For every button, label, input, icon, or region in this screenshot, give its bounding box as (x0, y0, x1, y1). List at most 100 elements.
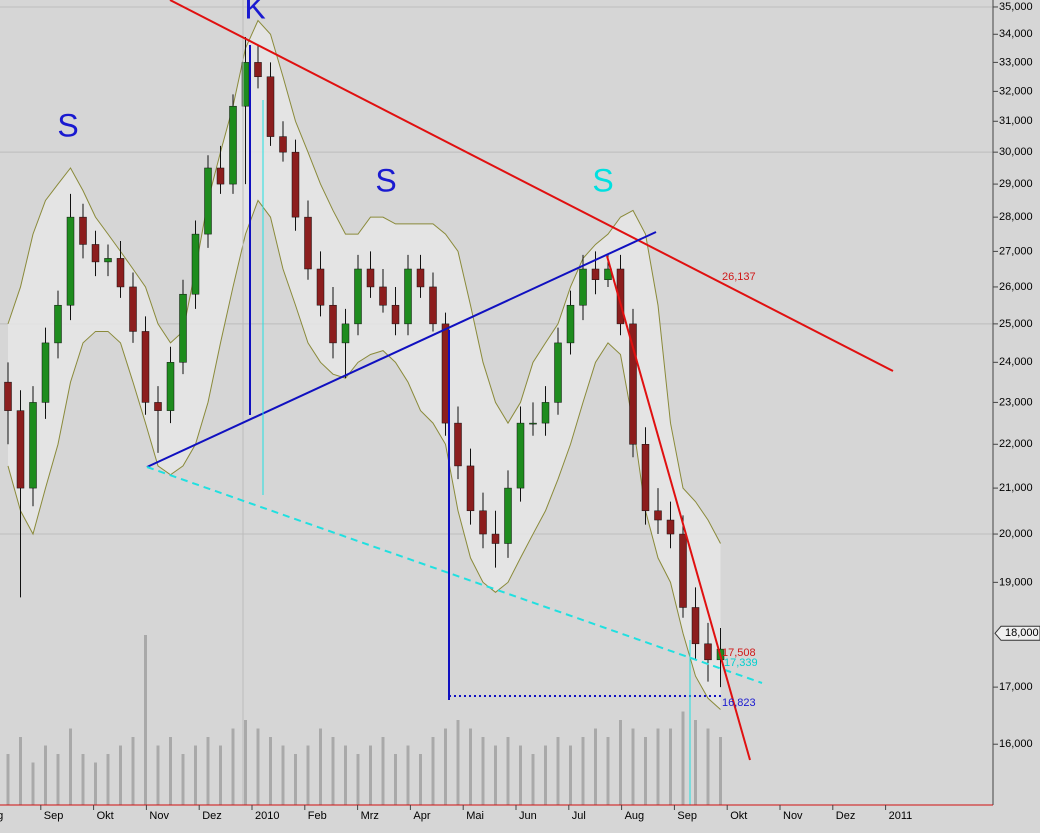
volume-bar (69, 728, 72, 805)
x-tick-label: Dez (202, 810, 222, 822)
annotation: S (592, 162, 613, 198)
candle-layer (4, 37, 725, 688)
candle-body (616, 268, 625, 325)
candle-body (129, 286, 137, 332)
candle-body (104, 258, 112, 263)
volume-bar (569, 745, 572, 805)
candle-body (629, 323, 637, 445)
volume-bar (556, 737, 560, 805)
x-tick-label: Okt (97, 810, 114, 822)
annotation: 17,339 (724, 657, 758, 669)
volume-bar (169, 737, 172, 805)
candle-body (329, 304, 337, 344)
volume-bar (106, 754, 110, 805)
x-tick-label: 2010 (255, 810, 279, 822)
volume-bar (531, 754, 535, 805)
volume-bar (544, 745, 547, 805)
volume-bar (194, 745, 197, 805)
volume-bar (94, 762, 97, 805)
last-price-label: 18,000 (1005, 627, 1039, 639)
volume-bar (31, 762, 35, 805)
candle-body (116, 258, 125, 288)
volume-bar (656, 728, 660, 805)
volume-bar (631, 728, 635, 805)
candle-body (391, 304, 400, 325)
volume-bar (244, 720, 247, 805)
volume-bar (56, 754, 60, 805)
candle-body (541, 402, 550, 424)
volume-bar (719, 737, 722, 805)
volume-bar (369, 745, 372, 805)
candle-body (229, 105, 237, 185)
volume-bar (331, 737, 335, 805)
candle-body (416, 268, 425, 288)
y-tick-label: 31,000 (999, 115, 1033, 127)
candle-body (441, 323, 450, 424)
candle-body (654, 510, 662, 521)
volume-bar (506, 737, 510, 805)
x-tick-label: Aug (625, 810, 645, 822)
volume-bar (431, 737, 435, 805)
volume-bar (669, 728, 672, 805)
volume-bar (606, 737, 610, 805)
volume-bar (356, 754, 360, 805)
last-price-box (994, 625, 1040, 641)
volume-bar (456, 720, 460, 805)
candle-body (504, 487, 512, 544)
x-tick-label: Mrz (361, 810, 379, 822)
candle-body (454, 422, 462, 467)
candle-body (54, 304, 62, 344)
band-lower (7, 199, 721, 710)
candle-body (704, 643, 712, 661)
volume-bar (694, 720, 697, 805)
candle-body (366, 268, 375, 288)
x-tick-label: Jun (519, 810, 537, 822)
support-line (146, 466, 763, 684)
annotation: 16,823 (722, 697, 756, 709)
candle-body (29, 402, 37, 489)
candle-body (191, 233, 200, 295)
y-tick-label: 16,000 (999, 738, 1033, 750)
volume-bar (269, 737, 272, 805)
candle-body (254, 62, 262, 78)
y-tick-label: 20,000 (999, 528, 1033, 540)
volume-bar (131, 737, 135, 805)
candle-body (304, 216, 312, 270)
volume-bar (219, 745, 222, 805)
volume-bar (256, 728, 260, 805)
volume-bar (706, 728, 710, 805)
candle-body (316, 268, 325, 306)
trendlines (146, 0, 894, 805)
y-tick-label: 17,000 (999, 681, 1033, 693)
volume-bar (619, 720, 622, 805)
candle-body (491, 533, 500, 544)
candle-body (404, 268, 412, 325)
volume-bar (419, 754, 422, 805)
volume-bar (181, 754, 185, 805)
volume-bar (381, 737, 385, 805)
candle-body (666, 519, 675, 535)
downtrend-line (606, 255, 751, 761)
volume-bar (6, 754, 10, 805)
candle-body (179, 293, 187, 363)
x-tick-label: Nov (783, 810, 803, 822)
x-tick-label: Sep (677, 810, 697, 822)
x-tick-label: ug (0, 810, 3, 822)
band-fill (8, 20, 721, 710)
volume-bar (406, 745, 410, 805)
candle-body (41, 342, 50, 403)
y-tick-label: 28,000 (999, 211, 1033, 223)
candle-body (154, 402, 162, 411)
volume-bar (206, 737, 210, 805)
candle-body (141, 331, 150, 403)
y-tick-label: 34,000 (999, 28, 1033, 40)
annotation: S (375, 162, 396, 198)
volume-bar (519, 745, 522, 805)
candle-body (566, 304, 575, 344)
candle-body (429, 286, 437, 325)
x-tick-label: Apr (413, 810, 430, 822)
volume-layer (6, 635, 722, 805)
candle-body (216, 167, 225, 185)
